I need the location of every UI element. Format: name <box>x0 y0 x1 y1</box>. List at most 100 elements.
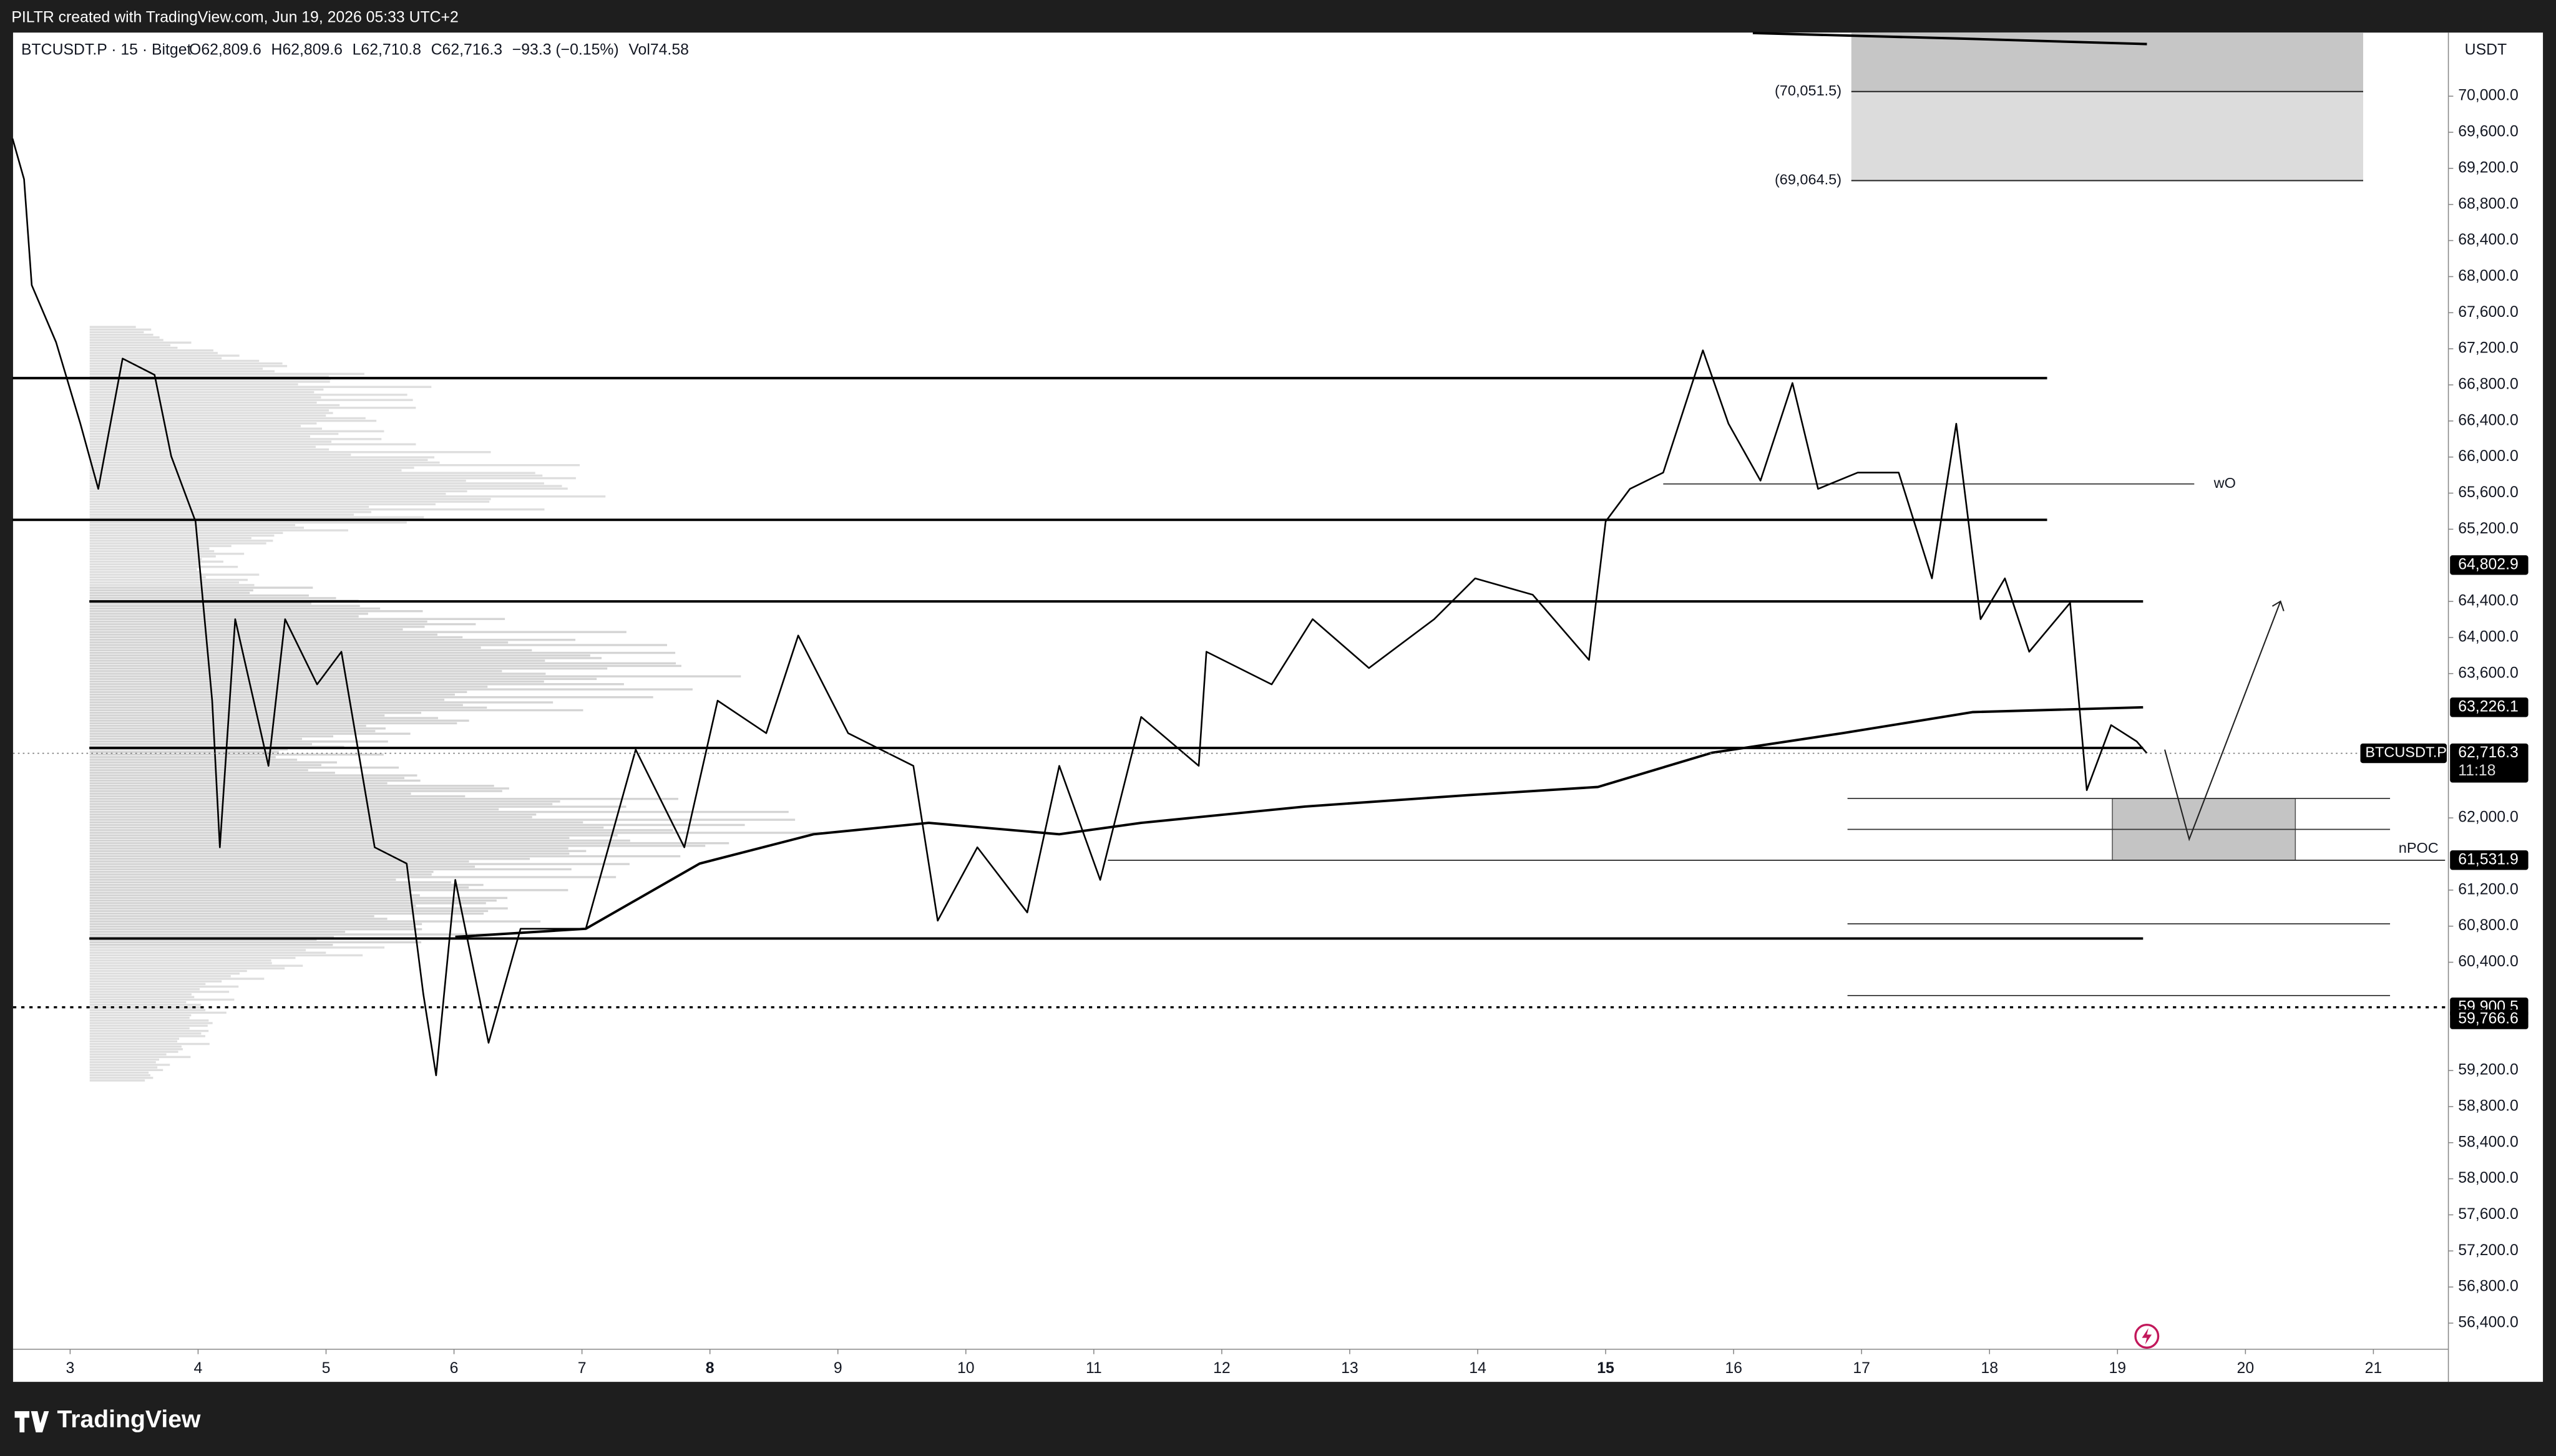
x-tick-label: 10 <box>957 1360 975 1377</box>
profile-row <box>89 920 541 923</box>
projection-arrow <box>2164 601 2281 842</box>
profile-row <box>89 503 436 506</box>
profile-row <box>89 1035 205 1037</box>
symbol-title: BTCUSDT.P · 15 · Bitget <box>21 42 191 59</box>
profile-row <box>89 889 568 891</box>
profile-row <box>89 448 329 451</box>
profile-row <box>89 438 382 440</box>
profile-row <box>89 1079 145 1082</box>
arrow-head <box>2271 600 2285 611</box>
ohlc-value: L62,710.8 <box>353 42 421 59</box>
profile-row <box>89 873 432 876</box>
profile-row <box>89 560 223 563</box>
profile-row <box>89 832 822 834</box>
profile-row <box>89 631 627 633</box>
x-tick-label: 4 <box>194 1360 203 1377</box>
profile-row <box>89 357 222 359</box>
profile-row <box>89 925 416 928</box>
profile-row <box>89 461 440 464</box>
price-tag <box>2450 850 2529 870</box>
brand-name: TradingView <box>57 1406 201 1433</box>
y-tick-label: 67,600.0 <box>2458 304 2519 321</box>
profile-row <box>89 816 532 818</box>
profile-row <box>89 555 216 558</box>
profile-row <box>89 492 446 495</box>
profile-row <box>89 735 334 738</box>
ohlc-value: −93.3 (−0.15%) <box>512 42 619 59</box>
profile-row <box>89 467 414 469</box>
profile-row <box>89 797 678 800</box>
profile-row <box>89 774 417 777</box>
profile-row <box>89 667 608 670</box>
profile-row <box>89 983 206 986</box>
profile-row <box>89 326 136 328</box>
profile-row <box>89 750 279 754</box>
profile-row <box>89 803 553 805</box>
profile-row <box>89 845 706 847</box>
profile-row <box>89 536 251 540</box>
ohlc-value: C62,716.3 <box>431 42 502 59</box>
profile-row <box>89 670 502 672</box>
profile-row <box>89 954 363 957</box>
profile-row <box>89 876 617 878</box>
profile-row <box>89 688 693 691</box>
profile-row <box>89 1037 180 1040</box>
profile-row <box>89 649 532 652</box>
x-tick-label: 9 <box>834 1360 842 1377</box>
profile-row <box>89 727 386 730</box>
zone <box>1851 32 2363 92</box>
profile-row <box>89 602 311 604</box>
profile-row <box>89 1040 178 1043</box>
profile-row <box>89 659 545 662</box>
alert-icon[interactable] <box>2134 1324 2160 1349</box>
profile-row <box>89 521 407 524</box>
profile-row <box>89 1019 209 1022</box>
profile-row <box>89 928 422 931</box>
profile-row <box>89 427 322 430</box>
profile-row <box>89 759 298 761</box>
profile-row <box>89 425 301 427</box>
x-tick-label: 15 <box>1597 1360 1614 1377</box>
profile-row <box>89 404 340 407</box>
profile-row <box>89 753 384 756</box>
profile-row <box>89 1017 190 1019</box>
profile-row <box>89 790 502 792</box>
profile-row <box>89 474 543 477</box>
profile-row <box>89 837 570 840</box>
profile-row <box>89 626 425 628</box>
profile-row <box>89 607 381 610</box>
symbol-tag <box>2360 743 2447 764</box>
profile-row <box>89 686 488 688</box>
profile-row <box>89 472 535 474</box>
profile-row <box>89 487 568 490</box>
plot: (70,051.5) (69,064.5) wO nPOC <box>11 32 2449 1077</box>
zone-label: (69,064.5) <box>1775 172 1841 188</box>
price-tag-label: 63,226.1 <box>2458 698 2519 715</box>
profile-row <box>89 918 388 920</box>
alert-bolt[interactable] <box>2142 1327 2152 1345</box>
profile-row <box>89 902 486 905</box>
profile-row <box>89 870 434 873</box>
profile-row <box>89 743 312 745</box>
level-label: wO <box>2213 475 2236 491</box>
profile-row <box>89 998 235 1001</box>
profile-row <box>89 1009 206 1011</box>
profile-row <box>89 969 247 973</box>
profile-row <box>89 1053 167 1056</box>
profile-row <box>89 910 489 913</box>
profile-row <box>89 1061 156 1064</box>
profile-row <box>89 886 469 889</box>
profile-row <box>89 618 505 620</box>
profile-row <box>89 912 484 915</box>
ohlc-value: H62,809.6 <box>271 42 343 59</box>
profile-row <box>89 795 466 798</box>
profile-row <box>89 959 271 962</box>
profile-row <box>89 704 463 706</box>
profile-row <box>89 568 197 571</box>
profile-row <box>89 367 263 370</box>
profile-row <box>89 482 544 485</box>
profile-row <box>89 785 494 787</box>
profile-row <box>89 732 411 735</box>
profile-row <box>89 1064 170 1066</box>
alert-circle[interactable] <box>2134 1324 2160 1349</box>
